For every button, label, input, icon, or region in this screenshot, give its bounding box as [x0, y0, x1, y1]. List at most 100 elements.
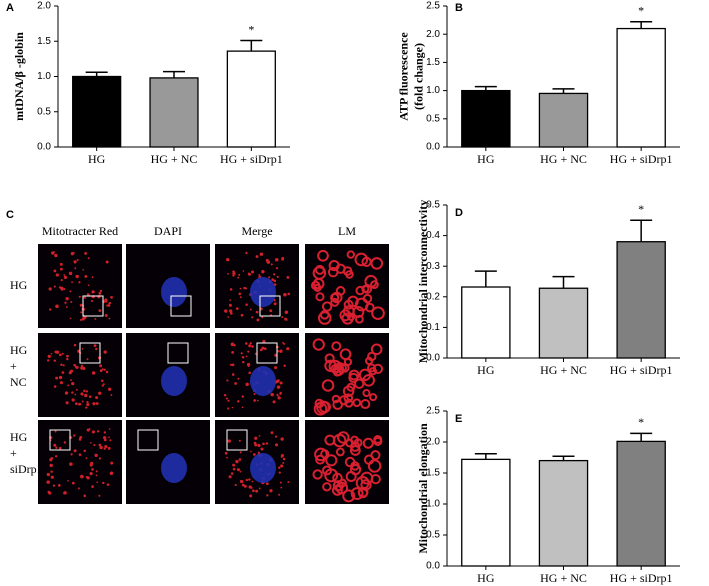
- y-axis-label: Mitochondrial elongation: [416, 423, 430, 554]
- red-signal: [58, 286, 62, 289]
- red-signal: [103, 438, 107, 442]
- red-signal: [108, 436, 110, 439]
- red-signal: [285, 318, 288, 321]
- red-signal: [239, 470, 242, 473]
- red-signal: [87, 257, 90, 260]
- nucleus: [161, 277, 187, 307]
- red-signal: [258, 487, 261, 490]
- red-signal: [235, 307, 239, 310]
- red-signal: [75, 365, 79, 369]
- red-signal: [338, 478, 347, 488]
- red-signal: [253, 441, 257, 445]
- red-signal: [99, 289, 103, 293]
- red-signal: [232, 463, 236, 467]
- red-signal: [46, 480, 50, 484]
- red-signal: [74, 393, 77, 396]
- red-signal: [58, 375, 63, 380]
- red-signal: [71, 381, 75, 386]
- red-signal: [85, 457, 88, 460]
- red-signal: [231, 373, 235, 376]
- panel-label: D: [455, 207, 463, 219]
- panel-label: B: [455, 2, 463, 14]
- red-signal: [50, 470, 53, 473]
- red-signal: [91, 430, 95, 434]
- red-signal: [361, 284, 370, 293]
- red-signal: [98, 309, 102, 312]
- red-signal: [89, 471, 93, 476]
- red-signal: [78, 402, 82, 406]
- red-signal: [108, 428, 111, 430]
- red-signal: [274, 366, 278, 370]
- red-signal: [257, 451, 261, 454]
- x-tick-label: HG + siDrp1: [610, 363, 673, 377]
- x-tick-label: HG + NC: [540, 363, 587, 377]
- red-signal: [228, 303, 232, 307]
- red-signal: [242, 270, 245, 272]
- red-signal: [370, 257, 384, 270]
- red-signal: [71, 398, 75, 402]
- red-signal: [349, 464, 362, 476]
- red-signal: [354, 252, 369, 267]
- red-signal: [258, 435, 261, 437]
- y-tick-label: 2.0: [426, 437, 440, 448]
- red-signal: [227, 399, 230, 402]
- red-signal: [371, 306, 385, 321]
- red-signal: [272, 400, 276, 404]
- red-signal: [279, 481, 282, 484]
- red-signal: [71, 391, 74, 394]
- red-signal: [85, 406, 88, 409]
- red-signal: [370, 343, 383, 356]
- red-signal: [95, 470, 98, 473]
- red-signal: [268, 276, 271, 279]
- red-signal: [364, 302, 375, 313]
- y-tick-label: 0.4: [426, 230, 440, 241]
- red-signal: [108, 301, 112, 305]
- red-signal: [352, 398, 362, 408]
- red-signal: [339, 348, 352, 361]
- red-signal: [103, 350, 107, 354]
- red-signal: [58, 446, 62, 450]
- red-signal: [251, 316, 254, 319]
- red-signal: [93, 443, 96, 447]
- red-signal: [109, 471, 114, 476]
- red-signal: [83, 389, 86, 393]
- red-signal: [360, 398, 371, 410]
- red-signal: [227, 272, 229, 275]
- red-signal: [325, 454, 338, 467]
- red-signal: [107, 304, 111, 307]
- x-tick-label: HG: [477, 571, 495, 585]
- red-signal: [278, 471, 281, 474]
- red-signal: [255, 310, 259, 314]
- red-signal: [227, 316, 230, 318]
- red-signal: [91, 290, 95, 294]
- red-signal: [91, 276, 94, 279]
- red-signal: [279, 349, 283, 353]
- red-signal: [238, 292, 242, 296]
- red-signal: [230, 311, 233, 315]
- red-signal: [71, 481, 75, 485]
- row-label: HG: [10, 278, 28, 292]
- red-signal: [98, 443, 102, 447]
- red-signal: [69, 290, 72, 293]
- red-signal: [266, 494, 269, 497]
- red-signal: [273, 279, 277, 283]
- red-signal: [53, 285, 56, 288]
- y-tick-label: 1.0: [426, 85, 440, 96]
- red-signal: [370, 280, 379, 289]
- red-signal: [70, 379, 72, 382]
- red-signal: [241, 483, 245, 487]
- column-label: DAPI: [154, 224, 182, 238]
- bar: [461, 89, 511, 148]
- red-signal: [57, 484, 61, 487]
- red-signal: [73, 260, 77, 264]
- y-tick-label: 2.0: [37, 1, 51, 12]
- red-signal: [48, 287, 52, 291]
- red-signal: [367, 459, 382, 473]
- red-signal: [276, 393, 279, 396]
- red-signal: [238, 458, 242, 461]
- red-signal: [95, 396, 99, 400]
- red-signal: [225, 397, 229, 400]
- red-signal: [81, 348, 84, 350]
- red-signal: [98, 291, 102, 295]
- red-signal: [231, 350, 235, 354]
